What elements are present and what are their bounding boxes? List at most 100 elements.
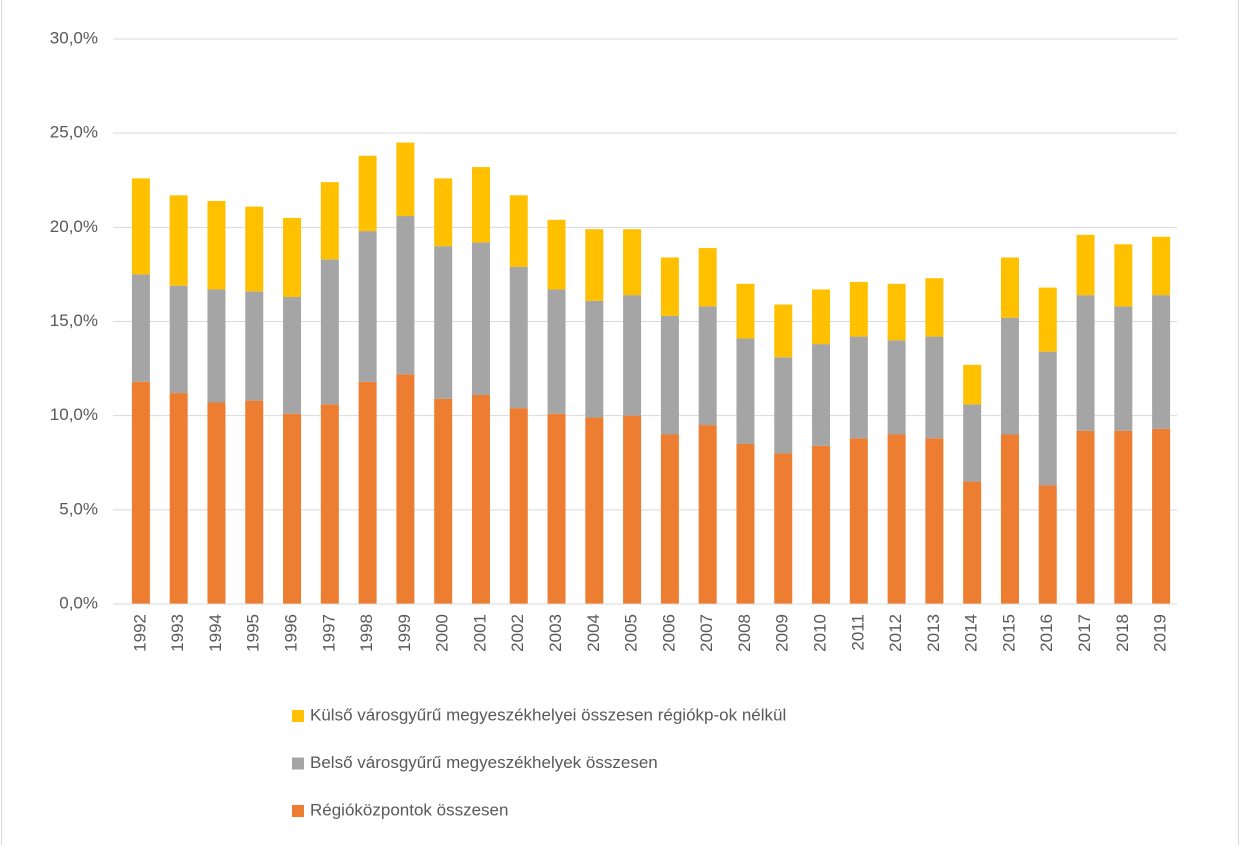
bar-segment <box>660 434 679 604</box>
bar-segment <box>471 167 490 243</box>
bar-segment <box>1000 317 1019 435</box>
bar-segment <box>245 206 264 292</box>
bar-segment <box>283 413 302 604</box>
x-tick-label: 2000 <box>433 614 452 652</box>
bar-segment <box>925 278 944 337</box>
bar-segment <box>283 217 302 298</box>
legend-swatch <box>292 757 304 770</box>
x-tick-label: 1997 <box>319 614 338 652</box>
bar-segment <box>585 417 604 604</box>
bar-segment <box>1076 295 1095 431</box>
bar-segment <box>131 178 150 275</box>
bar-segment <box>1038 485 1057 604</box>
x-tick-label: 2016 <box>1037 614 1056 652</box>
bar-segment <box>1000 434 1019 604</box>
bar-segment <box>812 344 831 446</box>
bar-segment <box>736 283 755 339</box>
bar-segment <box>547 289 566 414</box>
bar-segment <box>849 281 868 337</box>
y-tick-label: 0,0% <box>59 593 98 612</box>
bar-segment <box>169 285 188 394</box>
bar-segment <box>1076 234 1095 296</box>
bar-segment <box>396 142 415 217</box>
bar-segment <box>849 336 868 439</box>
bar-segment <box>812 289 831 345</box>
bar-segment <box>207 402 226 604</box>
bar-segment <box>585 229 604 301</box>
bar-segment <box>245 400 264 604</box>
bar-segment <box>320 182 339 260</box>
x-tick-label: 2017 <box>1075 614 1094 652</box>
bar-segment <box>509 195 528 267</box>
bar-segment <box>925 438 944 604</box>
bar-segment <box>207 289 226 403</box>
bar-segment <box>925 336 944 439</box>
bar-segment <box>1000 257 1019 318</box>
bar-segment <box>1076 430 1095 604</box>
bar-segment <box>736 443 755 604</box>
y-tick-label: 5,0% <box>59 499 98 518</box>
x-tick-label: 2004 <box>584 614 603 652</box>
bar-segment <box>1152 428 1171 604</box>
bar-segment <box>849 438 868 604</box>
bar-segment <box>1114 306 1133 431</box>
bar-segment <box>585 300 604 418</box>
bar-segment <box>660 315 679 435</box>
bar-segment <box>434 398 453 604</box>
bar-segment <box>774 357 793 454</box>
x-tick-label: 2013 <box>924 614 943 652</box>
x-tick-label: 2005 <box>622 614 641 652</box>
x-tick-label: 1999 <box>395 614 414 652</box>
bar-segment <box>963 404 982 482</box>
bar-segment <box>358 231 377 382</box>
x-tick-label: 2003 <box>546 614 565 652</box>
bar-segment <box>245 291 264 401</box>
bar-segment <box>698 248 717 307</box>
bar-segment <box>320 259 339 405</box>
bar-segment <box>471 394 490 604</box>
bar-segment <box>774 304 793 358</box>
x-tick-label: 2006 <box>659 614 678 652</box>
bar-segment <box>812 445 831 604</box>
y-tick-label: 10,0% <box>50 405 98 424</box>
bar-segment <box>358 381 377 604</box>
y-tick-label: 30,0% <box>50 28 98 47</box>
bar-segment <box>509 266 528 409</box>
x-tick-label: 2002 <box>508 614 527 652</box>
bar-segment <box>1114 244 1133 307</box>
x-tick-label: 2001 <box>470 614 489 652</box>
x-tick-label: 1992 <box>130 614 149 652</box>
bar-segment <box>471 242 490 395</box>
bar-segment <box>660 257 679 316</box>
bar-segment <box>1114 430 1133 604</box>
x-tick-label: 2009 <box>773 614 792 652</box>
bar-segment <box>169 393 188 604</box>
legend-swatch <box>292 805 304 817</box>
bar-segment <box>283 297 302 414</box>
bar-segment <box>1152 236 1171 296</box>
bar-segment <box>509 408 528 604</box>
x-tick-label: 2015 <box>999 614 1018 652</box>
bar-segment <box>736 338 755 444</box>
bar-segment <box>774 453 793 604</box>
legend-label: Régióközpontok összesen <box>310 800 508 819</box>
bar-segment <box>320 404 339 604</box>
bar-segment <box>1038 287 1057 352</box>
x-tick-label: 1996 <box>282 614 301 652</box>
x-tick-label: 1994 <box>206 614 225 652</box>
bar-segment <box>396 374 415 604</box>
legend-swatch <box>292 710 304 722</box>
x-tick-label: 2014 <box>962 614 981 652</box>
bar-segment <box>963 364 982 405</box>
bar-segment <box>887 340 906 435</box>
bar-segment <box>1038 351 1057 486</box>
x-tick-label: 1995 <box>244 614 263 652</box>
bar-segment <box>963 481 982 604</box>
bar-segment <box>434 178 453 247</box>
x-tick-label: 2007 <box>697 614 716 652</box>
legend-label: Belső városgyűrű megyeszékhelyek összese… <box>310 753 658 772</box>
legend-label: Külső városgyűrű megyeszékhelyei összese… <box>310 705 786 724</box>
bar-segment <box>434 246 453 399</box>
bar-segment <box>1152 295 1171 429</box>
